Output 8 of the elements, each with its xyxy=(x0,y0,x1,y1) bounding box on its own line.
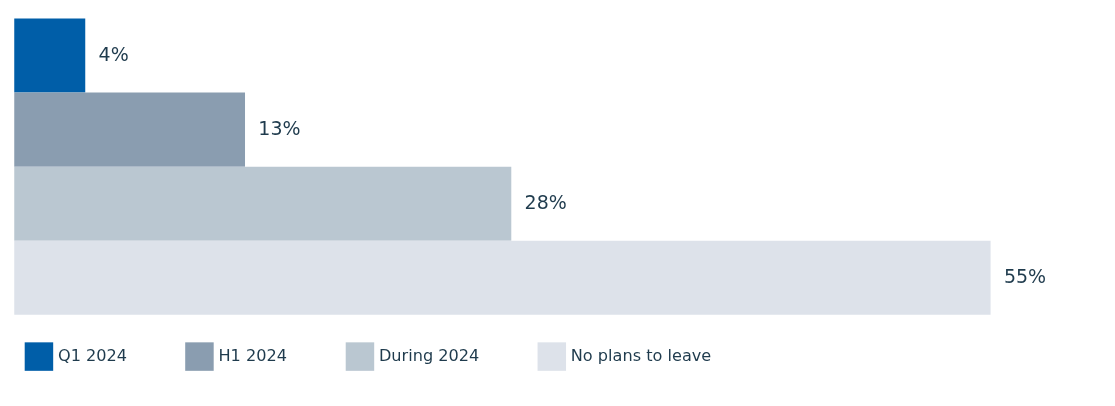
data-label: 55% xyxy=(1003,265,1047,288)
legend-label: H1 2024 xyxy=(218,346,287,366)
data-label: 28% xyxy=(524,191,567,214)
legend-label: Q1 2024 xyxy=(57,346,128,366)
legend-label: No plans to leave xyxy=(570,346,712,366)
legend-label: During 2024 xyxy=(378,346,480,366)
data-label: 13% xyxy=(258,117,301,140)
data-label: 4% xyxy=(98,43,129,66)
